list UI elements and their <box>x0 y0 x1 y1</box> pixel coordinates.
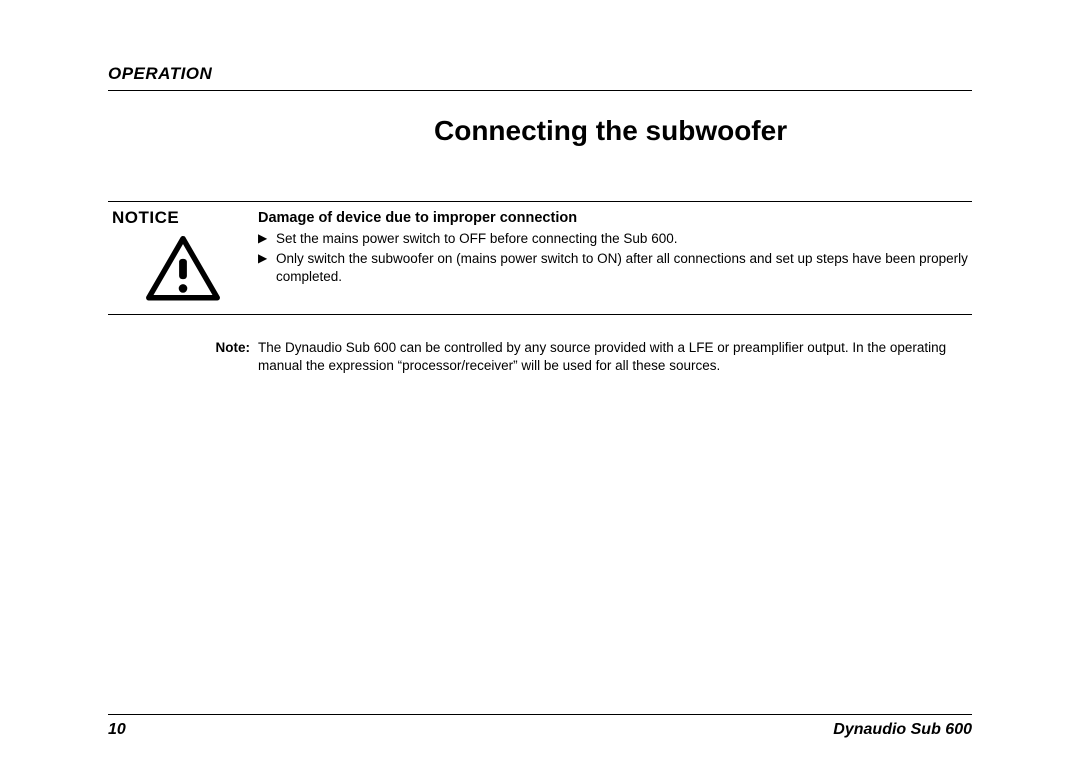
manual-page: OPERATION Connecting the subwoofer NOTIC… <box>0 0 1080 775</box>
section-header: OPERATION <box>108 64 972 91</box>
note-block: Note: The Dynaudio Sub 600 can be contro… <box>108 339 972 375</box>
note-text: The Dynaudio Sub 600 can be controlled b… <box>258 339 972 375</box>
notice-heading: Damage of device due to improper connect… <box>258 210 972 226</box>
page-number: 10 <box>108 721 126 739</box>
notice-block: NOTICE Damage of device due to improper … <box>108 201 972 315</box>
notice-left-column: NOTICE <box>108 208 258 304</box>
notice-bullet: ▶ Set the mains power switch to OFF befo… <box>258 230 972 248</box>
page-title: Connecting the subwoofer <box>108 115 972 147</box>
triangle-bullet-icon: ▶ <box>258 250 276 286</box>
warning-icon <box>144 234 222 304</box>
note-label: Note: <box>216 340 251 355</box>
notice-label: NOTICE <box>108 208 179 228</box>
notice-content: Damage of device due to improper connect… <box>258 208 972 304</box>
page-footer: 10 Dynaudio Sub 600 <box>108 714 972 739</box>
bullet-text: Only switch the subwoofer on (mains powe… <box>276 250 972 286</box>
product-name: Dynaudio Sub 600 <box>833 721 972 739</box>
note-label-column: Note: <box>108 339 258 375</box>
bullet-text: Set the mains power switch to OFF before… <box>276 230 972 248</box>
triangle-bullet-icon: ▶ <box>258 230 276 248</box>
notice-bullet: ▶ Only switch the subwoofer on (mains po… <box>258 250 972 286</box>
